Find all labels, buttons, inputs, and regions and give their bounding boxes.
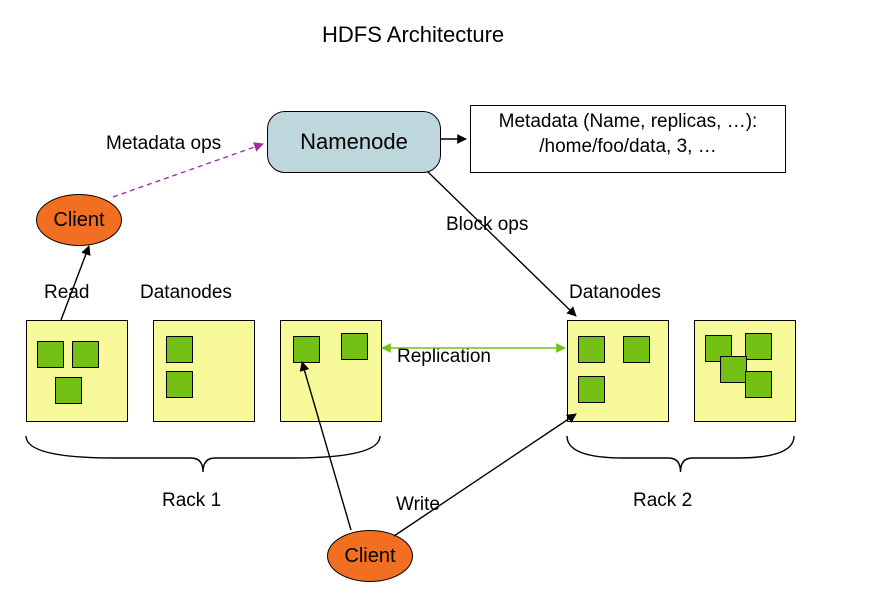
block (341, 333, 368, 360)
block (37, 341, 64, 368)
client-top: Client (36, 194, 122, 246)
client-top-label: Client (53, 209, 104, 232)
datanode (280, 320, 382, 422)
block (578, 376, 605, 403)
label-metadata-ops: Metadata ops (106, 133, 221, 155)
label-rack2: Rack 2 (633, 490, 692, 512)
diagram-title: HDFS Architecture (322, 22, 504, 48)
block (55, 377, 82, 404)
metadata-line2: /home/foo/data, 3, … (479, 135, 777, 160)
block (72, 341, 99, 368)
block (293, 336, 320, 363)
namenode-label: Namenode (300, 129, 408, 155)
label-datanodes-2: Datanodes (569, 282, 661, 304)
label-rack1: Rack 1 (162, 490, 221, 512)
block (720, 356, 747, 383)
datanode (153, 320, 255, 422)
block (166, 336, 193, 363)
metadata-box: Metadata (Name, replicas, …): /home/foo/… (470, 105, 786, 173)
block (166, 371, 193, 398)
block (623, 336, 650, 363)
block (745, 371, 772, 398)
label-replication: Replication (397, 346, 491, 368)
client-bottom: Client (327, 530, 413, 582)
datanode (567, 320, 669, 422)
label-read: Read (44, 282, 89, 304)
block (745, 333, 772, 360)
namenode-box: Namenode (267, 111, 441, 173)
metadata-line1: Metadata (Name, replicas, …): (479, 110, 777, 135)
datanode (26, 320, 128, 422)
datanode (694, 320, 796, 422)
client-bottom-label: Client (344, 545, 395, 568)
label-write: Write (396, 494, 440, 516)
label-datanodes-1: Datanodes (140, 282, 232, 304)
label-block-ops: Block ops (446, 214, 528, 236)
block (578, 336, 605, 363)
